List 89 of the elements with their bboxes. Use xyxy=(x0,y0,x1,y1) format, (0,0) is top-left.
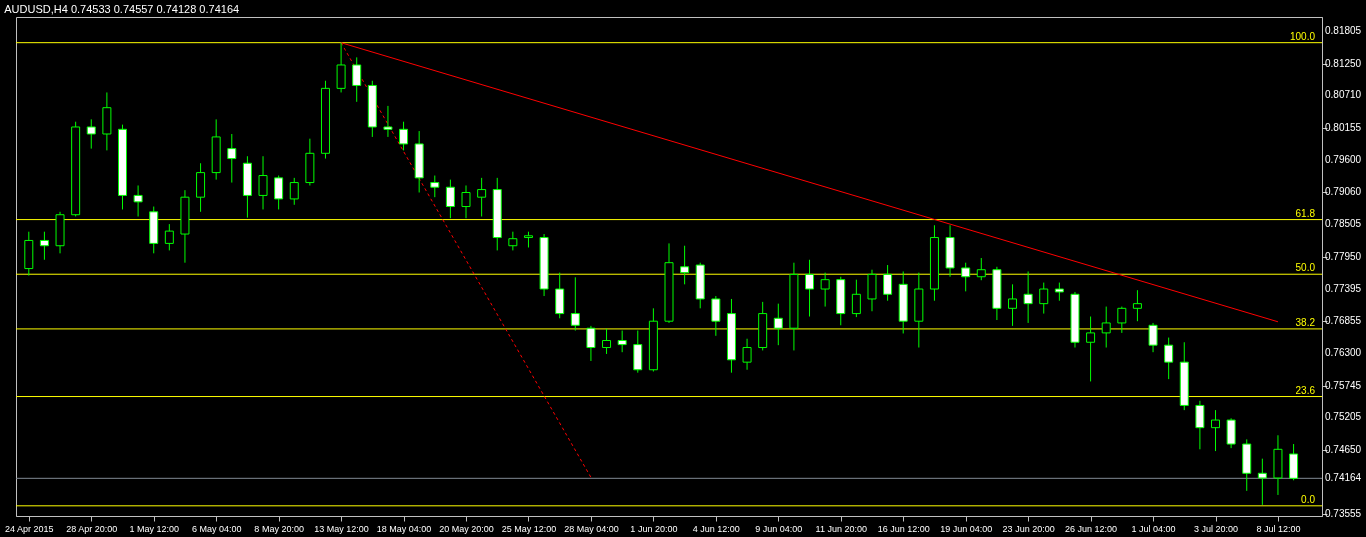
candlestick xyxy=(976,257,986,281)
x-tick-label: 3 Jul 20:00 xyxy=(1193,523,1239,534)
candlestick xyxy=(133,184,143,217)
candlestick xyxy=(383,105,393,138)
candlestick xyxy=(1226,417,1236,449)
candlestick xyxy=(1008,283,1018,327)
candlestick xyxy=(961,262,971,292)
candlestick xyxy=(883,264,893,302)
candlestick xyxy=(1054,282,1064,302)
candlestick xyxy=(602,328,612,355)
x-tick-label: 11 Jun 20:00 xyxy=(815,523,867,534)
candlestick xyxy=(586,325,596,362)
candlestick xyxy=(680,245,690,285)
candlestick xyxy=(1117,306,1127,334)
x-tick-label: 8 May 20:00 xyxy=(254,523,304,534)
y-tick-label: 0.77395 xyxy=(1325,283,1362,295)
annotation: 38.2 xyxy=(1295,316,1316,328)
y-tick-label: 0.81250 xyxy=(1325,57,1362,69)
x-tick-label: 4 Jun 12:00 xyxy=(692,523,740,534)
candlestick xyxy=(86,118,96,150)
annotation: 100.0 xyxy=(1289,30,1316,42)
candlestick xyxy=(258,155,268,210)
y-tick-label: 0.78505 xyxy=(1325,218,1362,230)
candlestick xyxy=(1195,400,1205,450)
candlestick xyxy=(39,231,49,261)
x-tick-label: 19 Jun 04:00 xyxy=(940,523,993,534)
x-tick-label: 13 May 12:00 xyxy=(314,523,369,534)
candlestick xyxy=(227,133,237,184)
candlestick xyxy=(336,42,346,93)
x-tick-label: 8 Jul 12:00 xyxy=(1256,523,1301,534)
x-tick-label: 28 Apr 20:00 xyxy=(66,523,118,534)
y-tick-label: 0.81805 xyxy=(1325,25,1362,37)
y-tick-label: 0.74650 xyxy=(1325,443,1362,455)
y-tick-label: 0.75745 xyxy=(1325,379,1362,391)
y-tick-label: 0.75205 xyxy=(1325,411,1362,423)
candlestick xyxy=(461,184,471,219)
candlestick xyxy=(289,177,299,206)
candlestick xyxy=(1211,409,1221,452)
y-tick-label: 0.76300 xyxy=(1325,347,1362,359)
candlestick xyxy=(742,338,752,371)
y-tick-label: 0.77950 xyxy=(1325,250,1362,262)
candlestick xyxy=(711,295,721,337)
x-tick-label: 1 May 12:00 xyxy=(129,523,179,534)
x-tick-label: 20 May 20:00 xyxy=(439,523,494,534)
y-tick-label: 0.74164 xyxy=(1325,472,1362,484)
candlestick xyxy=(508,231,518,251)
candlestick xyxy=(820,272,830,308)
candlestick xyxy=(1101,306,1111,349)
candlestick xyxy=(1148,322,1158,353)
candlestick xyxy=(1023,270,1033,324)
candlestick xyxy=(399,121,409,151)
candlestick xyxy=(274,175,284,210)
x-tick-label: 24 Apr 2015 xyxy=(5,523,54,534)
x-tick-label: 1 Jun 20:00 xyxy=(630,523,678,534)
x-tick-label: 28 May 04:00 xyxy=(564,523,619,534)
y-tick-label: 0.80710 xyxy=(1325,89,1362,101)
chart-title: AUDUSD,H4 0.74533 0.74557 0.74128 0.74164 xyxy=(4,3,240,15)
x-tick-label: 6 May 04:00 xyxy=(191,523,242,534)
y-tick-label: 0.79060 xyxy=(1325,185,1362,197)
y-tick-label: 0.79600 xyxy=(1325,154,1362,166)
y-tick-label: 0.80155 xyxy=(1325,121,1362,133)
annotation: 0.0 xyxy=(1301,493,1316,505)
candlestick xyxy=(805,259,815,318)
candlestick xyxy=(617,330,627,353)
y-tick-label: 0.76855 xyxy=(1325,314,1362,326)
candlestick xyxy=(1039,282,1049,315)
x-tick-label: 18 May 04:00 xyxy=(376,523,432,534)
x-tick-label: 26 Jun 12:00 xyxy=(1065,523,1118,534)
x-tick-label: 16 Jun 12:00 xyxy=(877,523,930,534)
annotation: 23.6 xyxy=(1295,384,1316,396)
candlestick xyxy=(477,177,487,217)
candlestick xyxy=(773,303,783,346)
x-tick-label: 25 May 12:00 xyxy=(501,523,557,534)
candlestick xyxy=(1086,316,1096,382)
candlestick xyxy=(164,223,174,251)
x-tick-label: 9 Jun 04:00 xyxy=(755,523,803,534)
candlestick xyxy=(1257,458,1267,506)
candlestick xyxy=(1132,289,1142,322)
candlestick xyxy=(1164,337,1174,380)
candlestick xyxy=(445,179,455,219)
annotation: 50.0 xyxy=(1295,262,1316,274)
candlestick xyxy=(430,175,440,198)
annotation: 61.8 xyxy=(1295,207,1316,219)
y-tick-label: 0.73555 xyxy=(1325,507,1362,519)
candlestick xyxy=(570,276,580,332)
candlestick xyxy=(352,56,362,103)
x-tick-label: 23 Jun 20:00 xyxy=(1002,523,1055,534)
candlestick xyxy=(851,279,861,318)
x-tick-label: 1 Jul 04:00 xyxy=(1131,523,1176,534)
